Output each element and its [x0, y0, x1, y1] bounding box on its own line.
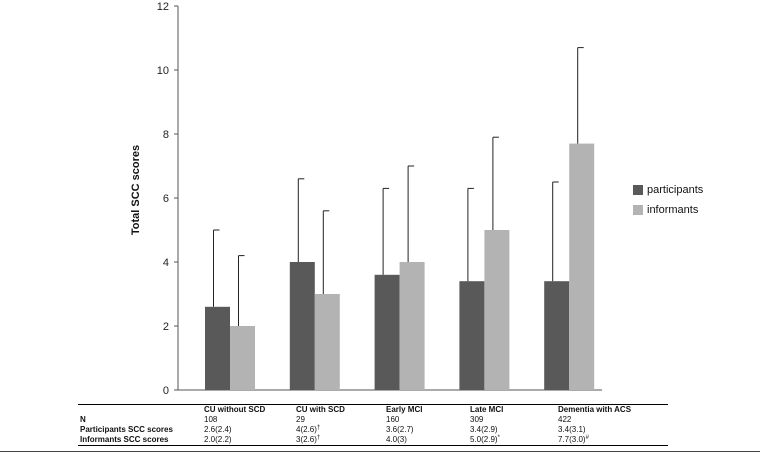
table-cell: 29: [296, 415, 305, 424]
bar-informants: [314, 294, 340, 390]
legend-item-informants: informants: [633, 200, 703, 220]
table-cell: 160: [386, 415, 400, 424]
table-cell: 3.4(2.9): [468, 425, 556, 435]
bar-informants: [484, 230, 510, 390]
table-cell-value: 3.4(2.9): [470, 425, 498, 434]
significance-mark: *: [497, 435, 500, 441]
table-cell: 7.7(3.0)#: [556, 435, 668, 446]
table-row-n: N 108 29 160 309 422: [78, 415, 668, 425]
row-label: Informants SCC scores: [80, 435, 169, 444]
table-cell: 3.4(3.1): [556, 425, 668, 435]
legend-swatch-participants: [633, 185, 643, 195]
table-cell-value: 3(2.6): [296, 435, 317, 444]
bar-informants: [230, 326, 255, 390]
y-tick-label: 2: [163, 321, 169, 333]
table-header-cell: Late MCI: [470, 405, 504, 414]
bar-participants: [289, 262, 315, 390]
table-header-row: CU without SCD CU with SCD Early MCI Lat…: [78, 404, 668, 416]
bar-participants: [205, 306, 230, 390]
y-tick-label: 4: [163, 257, 169, 269]
table-cell-value: 2.0(2.2): [204, 435, 232, 444]
table-cell: 2.6(2.4): [202, 425, 294, 435]
chart-bars: [205, 47, 595, 390]
row-label: Participants SCC scores: [80, 425, 173, 434]
table-cell-value: 2.6(2.4): [204, 425, 232, 434]
y-tick-label: 6: [163, 193, 169, 205]
significance-mark: #: [585, 435, 589, 441]
bottom-divider: [0, 451, 760, 452]
table-cell: 309: [470, 415, 484, 424]
y-axis-title-text: Total SCC scores: [130, 144, 142, 236]
row-label: N: [80, 415, 86, 424]
bar-chart: 0 2 4 6 8 10 12: [157, 1, 602, 397]
table-cell-value: 4.0(3): [386, 435, 407, 444]
legend-item-participants: participants: [633, 180, 703, 200]
bar-participants: [544, 281, 570, 390]
bar-participants: [374, 274, 400, 390]
table-cell: 108: [204, 415, 218, 424]
table-cell-value: 3.4(3.1): [558, 425, 586, 434]
legend-label-participants: participants: [647, 184, 704, 196]
table-cell-value: 7.7(3.0): [558, 435, 586, 444]
significance-mark: †: [316, 425, 321, 431]
table-cell-value: 4(2.6): [296, 425, 317, 434]
legend-label-informants: informants: [647, 204, 699, 216]
bar-participants: [459, 281, 485, 390]
bar-informants: [569, 143, 595, 390]
legend: participants informants: [633, 180, 703, 220]
table-header-cell: Dementia with ACS: [558, 405, 632, 414]
y-tick-label: 12: [157, 1, 169, 13]
table-header-cell: CU without SCD: [204, 405, 266, 414]
table-cell: 4.0(3): [384, 435, 468, 446]
table-header-cell: Early MCI: [386, 405, 423, 414]
bar-informants: [399, 262, 425, 390]
table-cell: 4(2.6)†: [294, 425, 384, 435]
y-tick-label: 8: [163, 129, 169, 141]
y-tick-label: 0: [163, 385, 169, 397]
table-row-participants: Participants SCC scores 2.6(2.4) 4(2.6)†…: [78, 425, 668, 435]
legend-swatch-informants: [633, 205, 643, 215]
table-cell-value: 5.0(2.9): [470, 435, 498, 444]
table-cell: 5.0(2.9)*: [468, 435, 556, 446]
table-cell: 3.6(2.7): [384, 425, 468, 435]
table-cell-value: 3.6(2.7): [386, 425, 414, 434]
table-row-informants: Informants SCC scores 2.0(2.2) 3(2.6)† 4…: [78, 435, 668, 446]
significance-mark: †: [316, 435, 321, 441]
table-header-blank: [78, 405, 202, 416]
stats-table: CU without SCD CU with SCD Early MCI Lat…: [78, 404, 668, 446]
table-header-cell: CU with SCD: [296, 405, 345, 414]
y-tick-label: 10: [157, 65, 169, 77]
table-cell: 3(2.6)†: [294, 435, 384, 446]
table-cell: 422: [558, 415, 572, 424]
table-cell: 2.0(2.2): [202, 435, 294, 446]
